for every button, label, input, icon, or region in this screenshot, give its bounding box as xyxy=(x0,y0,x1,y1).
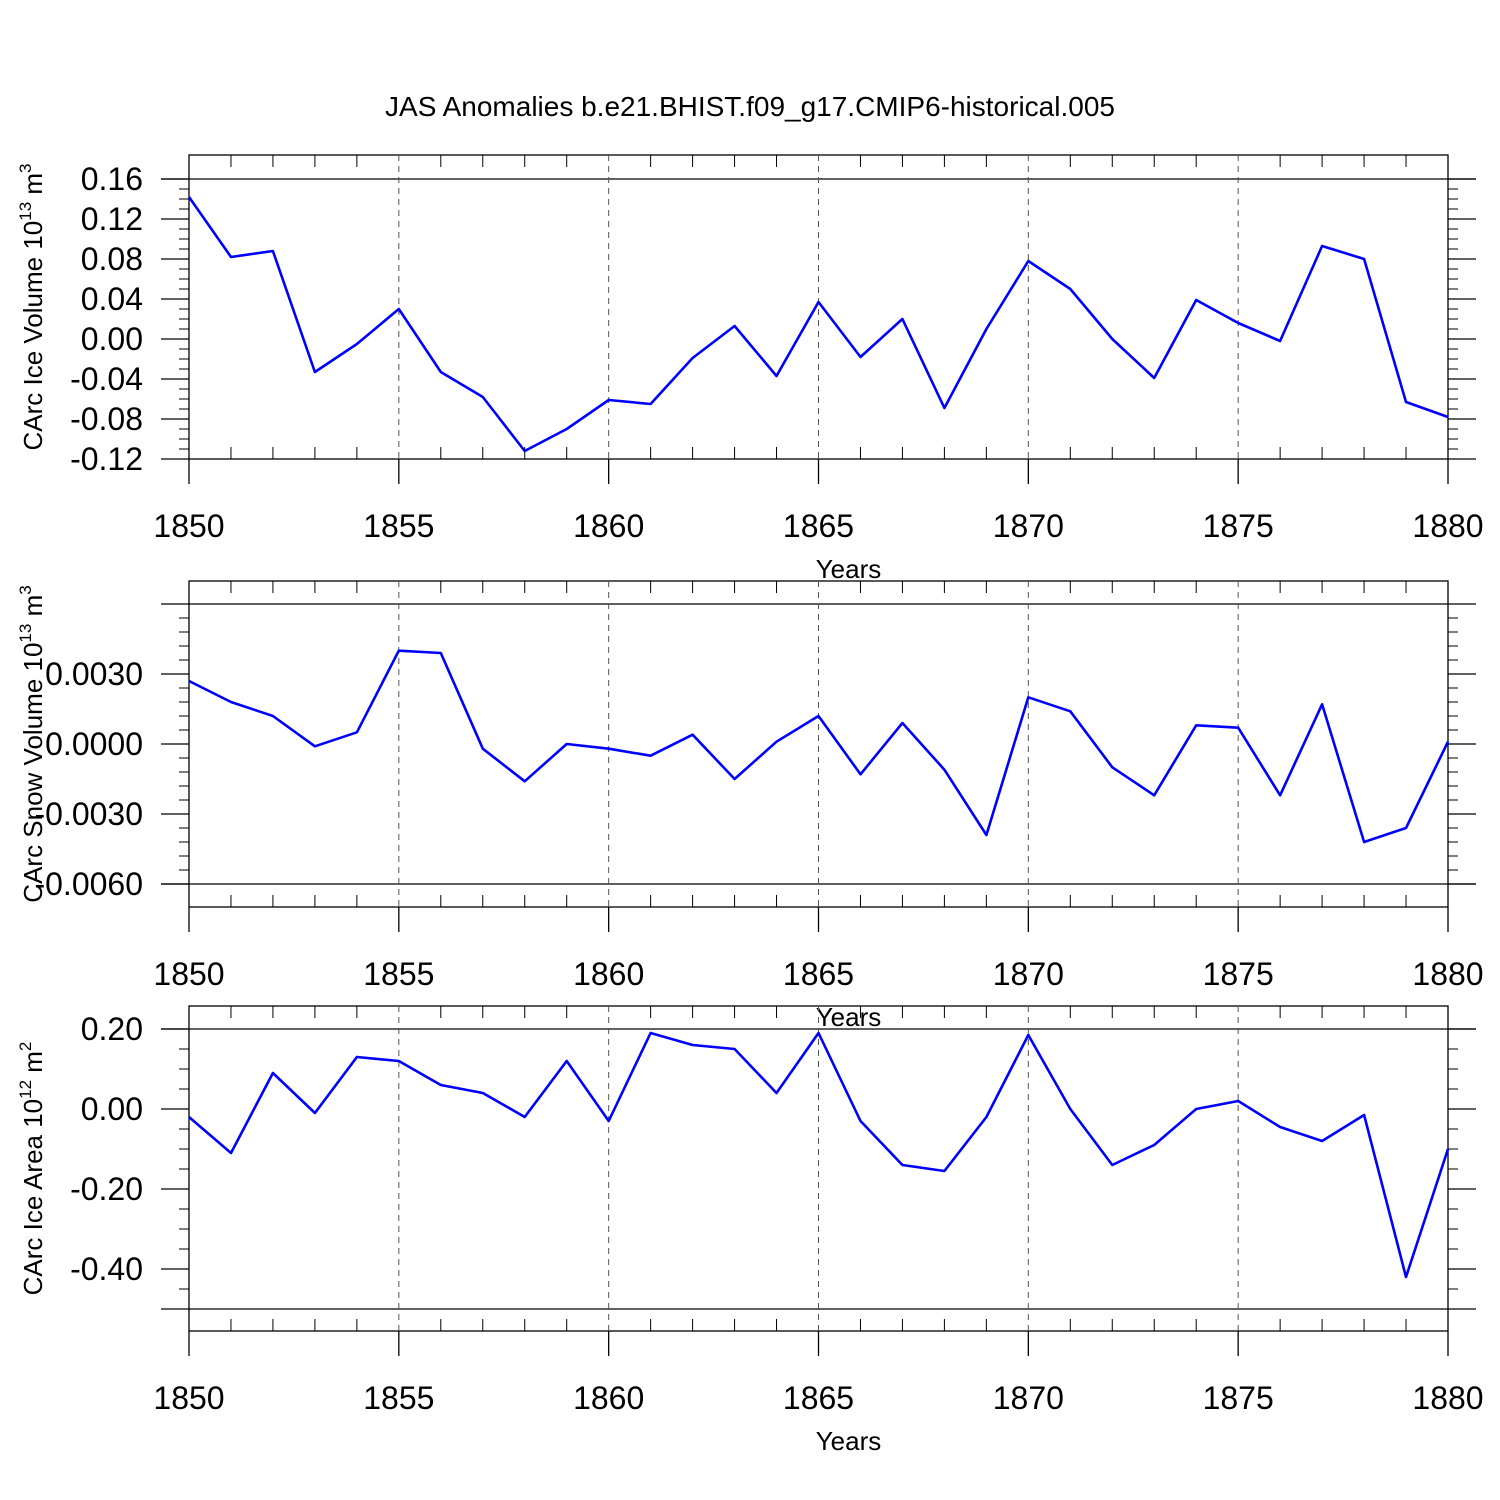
y-tick-label: -0.12 xyxy=(70,441,143,477)
y-tick-label: 0.00 xyxy=(81,1091,143,1127)
y-tick-label: -0.0060 xyxy=(34,866,143,902)
x-tick-label: 1860 xyxy=(573,508,644,544)
x-tick-label: 1850 xyxy=(153,1380,224,1416)
y-tick-label: 0.12 xyxy=(81,201,143,237)
x-tick-label: 1865 xyxy=(783,508,854,544)
x-tick-label: 1850 xyxy=(153,956,224,992)
x-tick-label: 1855 xyxy=(363,956,434,992)
chart-title: JAS Anomalies b.e21.BHIST.f09_g17.CMIP6-… xyxy=(385,91,1115,122)
panel-3: 1850 1855 1860 1865 1870 1875 1880 Years -0.40 -0… xyxy=(16,1005,1484,1456)
y-tick-label: 0.0000 xyxy=(45,726,143,762)
y-tick-label: -0.04 xyxy=(70,361,143,397)
x-tick-label: 1870 xyxy=(993,956,1064,992)
x-tick-label: 1860 xyxy=(573,1380,644,1416)
x-tick-label: 1855 xyxy=(363,508,434,544)
y-tick-label: 0.08 xyxy=(81,241,143,277)
y-tick-label: 0.04 xyxy=(81,281,143,317)
y-tick-label: -0.40 xyxy=(70,1251,143,1287)
x-tick-label: 1880 xyxy=(1412,1380,1483,1416)
x-tick-label: 1860 xyxy=(573,956,644,992)
y-tick-label: -0.08 xyxy=(70,401,143,437)
x-tick-label: 1855 xyxy=(363,1380,434,1416)
x-tick-label: 1870 xyxy=(993,508,1064,544)
panels: 1850 1855 1860 1865 1870 1875 1880 Years -0.12 -0… xyxy=(16,154,1484,1456)
y-tick-label: 0.00 xyxy=(81,321,143,357)
y-axis-title: CArc Snow Volume 1013 m3 xyxy=(16,585,48,902)
y-tick-label: -0.20 xyxy=(70,1171,143,1207)
x-tick-label: 1880 xyxy=(1412,508,1483,544)
x-tick-label: 1880 xyxy=(1412,956,1483,992)
y-tick-label: 0.16 xyxy=(81,161,143,197)
panel-1: 1850 1855 1860 1865 1870 1875 1880 Years -0.12 -0… xyxy=(16,154,1484,584)
x-tick-label: 1870 xyxy=(993,1380,1064,1416)
x-tick-label: 1865 xyxy=(783,1380,854,1416)
y-tick-label: -0.0030 xyxy=(34,796,143,832)
x-tick-label: 1850 xyxy=(153,508,224,544)
x-tick-label: 1875 xyxy=(1203,1380,1274,1416)
y-tick-label: 0.0030 xyxy=(45,656,143,692)
x-tick-label: 1875 xyxy=(1203,956,1274,992)
y-axis-title: CArc Ice Volume 1013 m3 xyxy=(16,163,48,450)
panel-2: 1850 1855 1860 1865 1870 1875 1880 Years -0.0060… xyxy=(16,580,1484,1032)
x-tick-label: 1875 xyxy=(1203,508,1274,544)
x-axis-title: Years xyxy=(816,554,882,584)
y-tick-label: 0.20 xyxy=(81,1011,143,1047)
x-axis-title: Years xyxy=(816,1002,882,1032)
x-axis-title: Years xyxy=(816,1426,882,1456)
x-tick-label: 1865 xyxy=(783,956,854,992)
y-axis-title: CArc Ice Area 1012 m2 xyxy=(16,1042,48,1296)
